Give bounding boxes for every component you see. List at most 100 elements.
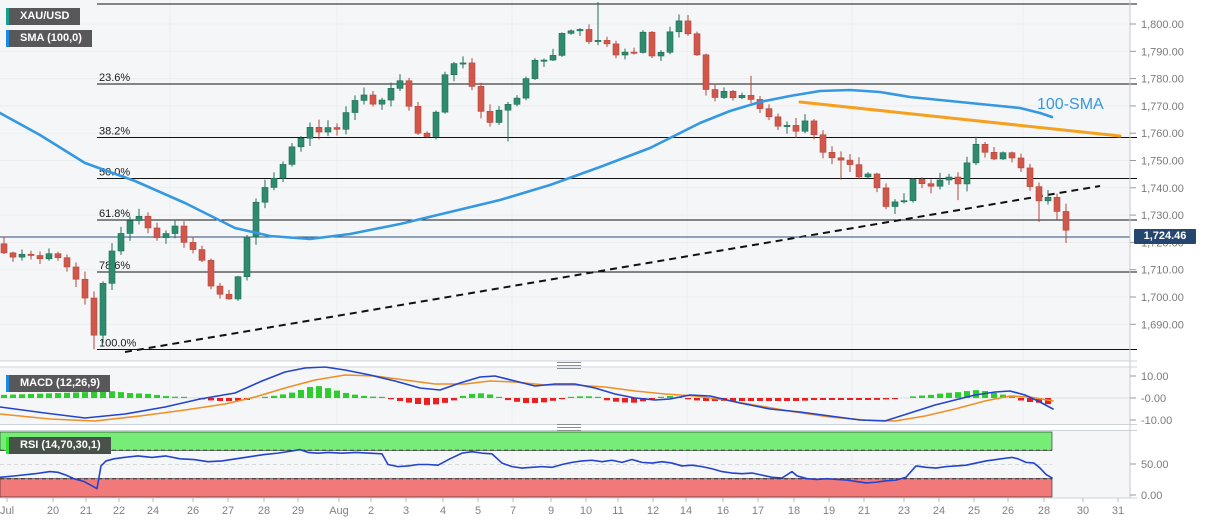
candle-body xyxy=(360,94,368,101)
macd-histogram-bar xyxy=(136,393,142,398)
price-axis[interactable]: 1,800.00 1,790.00 1,780.00 1,770.00 1,760.00… xyxy=(1130,19,1184,331)
candle-body xyxy=(549,55,557,61)
candle-body xyxy=(1062,211,1070,231)
candle-body xyxy=(639,31,647,53)
macd-histogram-bar xyxy=(757,398,763,401)
candle-body xyxy=(540,59,548,62)
time-axis-label: 30 xyxy=(1077,505,1089,517)
candle-body xyxy=(432,111,440,137)
dashed-support-trendline[interactable] xyxy=(124,185,1101,353)
macd-histogram-bar xyxy=(91,391,97,398)
candle-body xyxy=(684,20,692,35)
macd-histogram-bar xyxy=(739,398,745,401)
macd-histogram-bar xyxy=(937,393,943,398)
candle-body xyxy=(378,99,386,105)
macd-indicator-badge[interactable]: MACD (12,26,9) xyxy=(6,375,111,392)
candle-body xyxy=(468,62,476,87)
candle-body xyxy=(981,144,989,153)
macd-histogram-bar xyxy=(424,398,430,405)
gridlines xyxy=(0,0,1130,498)
time-axis-label: 24 xyxy=(147,505,159,517)
macd-histogram-bar xyxy=(793,398,799,401)
symbol-badge-label: XAU/USD xyxy=(20,10,70,22)
candle-body xyxy=(198,249,206,261)
macd-histogram-bar xyxy=(370,396,376,398)
macd-histogram-bar xyxy=(568,396,574,398)
candle-body xyxy=(882,187,890,207)
macd-histogram-bar xyxy=(811,398,817,401)
candle-body xyxy=(1035,186,1043,202)
candle-body xyxy=(117,233,125,252)
candle-body xyxy=(630,51,638,54)
current-price-badge: 1,724.46 xyxy=(1134,229,1196,244)
time-axis-label: 16 xyxy=(717,505,729,517)
macd-histogram-bar xyxy=(622,398,628,403)
candle-body xyxy=(783,125,791,127)
candle-body xyxy=(513,97,521,105)
orange-resistance-trendline[interactable] xyxy=(798,100,1122,138)
macd-histogram-bar xyxy=(775,398,781,401)
candle-body xyxy=(1026,167,1034,187)
time-axis-label: 10 xyxy=(580,505,592,517)
macd-histogram-bar xyxy=(334,390,340,398)
macd-histogram-bar xyxy=(559,398,565,400)
candle-body xyxy=(801,120,809,132)
macd-histogram-bar xyxy=(127,393,133,398)
macd-histogram-bar xyxy=(730,398,736,401)
macd-histogram-bar xyxy=(100,391,106,398)
macd-histogram-bar xyxy=(1027,398,1033,402)
macd-histogram-bar xyxy=(874,398,880,400)
time-axis[interactable]: Jul 20 21 22 24 26 27 28 29 Aug 2 3 4 5 7 9 10 11 12 14 16 17… xyxy=(0,498,1124,517)
candle-body xyxy=(18,253,26,258)
time-axis-label: 31 xyxy=(1112,505,1124,517)
price-axis-label: 1,760.00 xyxy=(1141,128,1184,140)
macd-histogram-bar xyxy=(1009,396,1015,398)
rsi-indicator-badge[interactable]: RSI (14,70,30,1) xyxy=(6,437,111,454)
candle-body xyxy=(342,112,350,130)
time-axis-label: 26 xyxy=(187,505,199,517)
macd-histogram-bar xyxy=(55,393,61,398)
panel-resize-handle-icon[interactable] xyxy=(557,360,581,369)
time-axis-label: 21 xyxy=(80,505,92,517)
candle-body xyxy=(423,132,431,137)
macd-histogram-bar xyxy=(496,396,502,398)
candle-body xyxy=(1017,157,1025,169)
macd-panel: 10.00 -0.00 -10.00 xyxy=(0,366,1172,427)
macd-axis-label: -0.00 xyxy=(1141,393,1166,405)
candle-body xyxy=(765,108,773,118)
candle-body xyxy=(999,152,1007,160)
symbol-badge[interactable]: XAU/USD xyxy=(6,8,80,25)
time-axis-label: Aug xyxy=(329,505,349,517)
sma-badge-label: SMA (100,0) xyxy=(20,32,82,44)
time-axis-label: 18 xyxy=(788,505,800,517)
time-axis-label: 12 xyxy=(647,505,659,517)
candle-body xyxy=(963,162,971,185)
candle-body xyxy=(171,225,179,234)
macd-histogram-bar xyxy=(478,393,484,398)
candle-body xyxy=(405,80,413,107)
time-axis-label: 2 xyxy=(368,505,374,517)
candle-body xyxy=(225,293,233,300)
macd-histogram-bar xyxy=(838,398,844,400)
sma-indicator-badge[interactable]: SMA (100,0) xyxy=(6,30,92,47)
macd-histogram-bar xyxy=(946,392,952,398)
candle-body xyxy=(126,220,134,234)
candle-body xyxy=(90,297,98,336)
candle-body xyxy=(36,255,44,260)
macd-histogram-bar xyxy=(163,396,169,398)
macd-histogram-bar xyxy=(991,392,997,398)
macd-histogram-bar xyxy=(181,396,187,398)
macd-axis-label: 10.00 xyxy=(1141,371,1169,383)
candle-body xyxy=(27,253,35,256)
macd-histogram-bar xyxy=(64,392,70,398)
macd-histogram-bar xyxy=(703,398,709,401)
candle-body xyxy=(522,78,530,99)
sma-badge-accent xyxy=(6,30,9,47)
price-axis-label: 1,790.00 xyxy=(1141,46,1184,58)
candle-body xyxy=(1008,152,1016,159)
time-axis-label: 26 xyxy=(1002,505,1014,517)
panel-resize-handle-icon[interactable] xyxy=(557,422,581,431)
macd-histogram-bar xyxy=(586,396,592,398)
candle-body xyxy=(369,94,377,105)
